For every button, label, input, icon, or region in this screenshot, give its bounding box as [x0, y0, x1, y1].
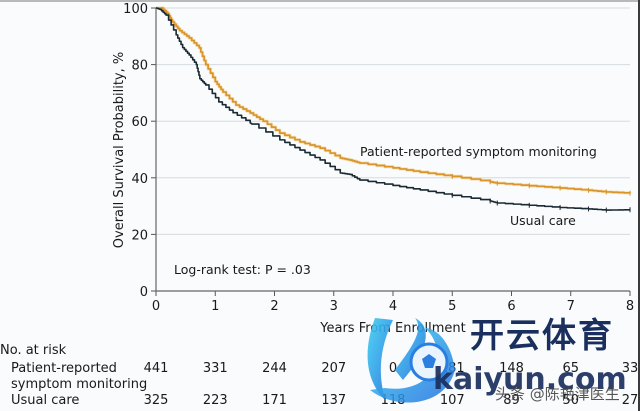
at-risk-value: 223	[202, 393, 228, 408]
y-tick-label: 80	[131, 59, 148, 74]
y-tick-label: 60	[131, 115, 148, 130]
y-axis-title: Overall Survival Probability, %	[112, 52, 127, 248]
y-tick-label: 0	[140, 285, 148, 300]
x-tick-label: 5	[448, 299, 456, 314]
x-tick-label: 4	[389, 299, 397, 314]
at-risk-value: 89	[503, 393, 520, 408]
curve-patient-reported	[156, 7, 631, 194]
y-tick-label: 40	[131, 172, 148, 187]
y-tick-labels: 0 20 40 60 80 100	[123, 2, 148, 300]
gridlines	[156, 7, 630, 235]
at-risk-value: 27	[621, 393, 639, 408]
x-tick-label: 3	[330, 299, 338, 314]
x-tick-labels: 0 1 2 3 4 5 6 7 8	[152, 299, 634, 314]
at-risk-value: 244	[262, 361, 287, 376]
at-risk-value: 137	[321, 393, 347, 408]
series-label-usual-care: Usual care	[510, 213, 576, 228]
at-risk-value: 171	[262, 393, 287, 408]
at-risk-value: 148	[499, 361, 524, 376]
at-risk-value: 181	[439, 361, 465, 376]
at-risk-row-label-usual: Usual care	[11, 393, 80, 408]
x-tick-label: 6	[507, 299, 515, 314]
x-tick-label: 2	[270, 299, 278, 314]
curve-glow-0	[155, 6, 632, 195]
at-risk-value: 107	[439, 393, 465, 408]
at-risk-value: 50	[562, 393, 580, 408]
at-risk-value: 118	[380, 393, 406, 408]
x-axis-title: Years From Enrollment	[319, 321, 465, 336]
y-tick-label: 100	[123, 2, 148, 17]
frame-top-border	[0, 0, 640, 2]
y-tick-label: 20	[131, 228, 148, 243]
at-risk-value: 33	[621, 361, 639, 376]
at-risk-value: 331	[202, 361, 228, 376]
x-tick-label: 8	[626, 299, 634, 314]
axes	[151, 7, 631, 296]
curve-usual-care	[156, 7, 631, 211]
at-risk-value: 207	[321, 361, 347, 376]
frame-right-border	[638, 0, 640, 411]
x-tick-label: 1	[211, 299, 219, 314]
log-rank-annotation: Log-rank test: P = .03	[174, 262, 311, 277]
x-tick-label: 7	[567, 299, 575, 314]
at-risk-row-label-patient-1: Patient-reported	[11, 361, 117, 376]
x-tick-label: 0	[152, 299, 160, 314]
at-risk-value: 441	[143, 361, 169, 376]
at-risk-header: No. at risk	[0, 343, 67, 358]
series-label-patient-reported: Patient-reported symptom monitoring	[360, 144, 597, 159]
at-risk-value: 325	[143, 393, 169, 408]
at-risk-row-label-patient-2: symptom monitoring	[11, 377, 148, 392]
at-risk-value: 0	[388, 361, 398, 376]
survival-curves	[155, 6, 632, 213]
at-risk-value: 65	[562, 361, 580, 376]
